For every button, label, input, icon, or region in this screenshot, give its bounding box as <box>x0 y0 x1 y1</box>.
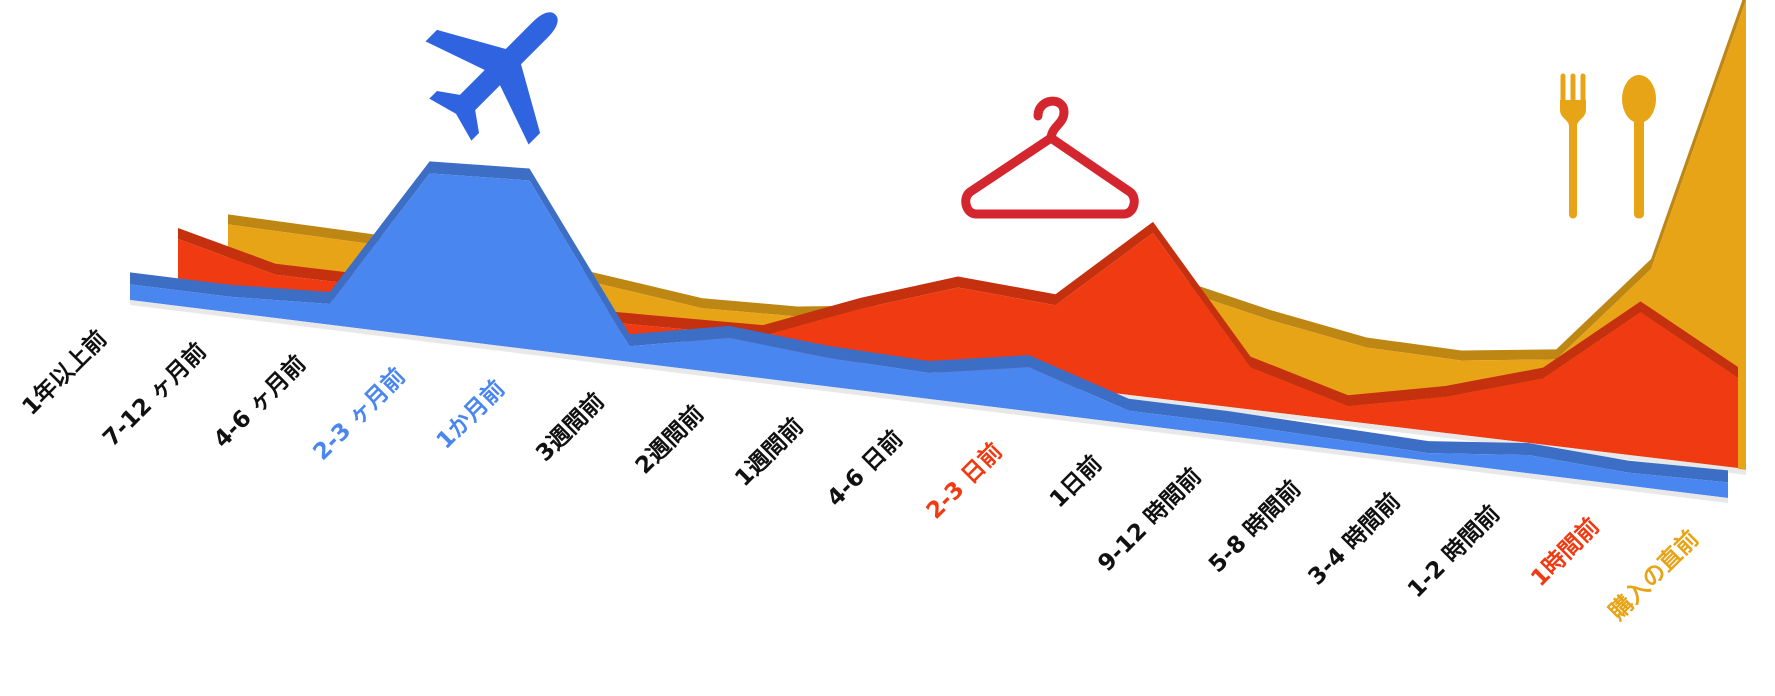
airplane-icon <box>425 12 558 145</box>
x-tick-label: 1週間前 <box>730 413 809 492</box>
x-tick-label: 9-12 時間前 <box>1092 463 1206 577</box>
x-tick-label: 2-3 ヶ月前 <box>308 363 411 466</box>
series-3-top-edge <box>130 161 1728 483</box>
x-tick-label: 1年以上前 <box>17 325 112 420</box>
x-tick-label: 1時間前 <box>1526 513 1605 592</box>
x-tick-label: 1-2 時間前 <box>1402 500 1505 603</box>
x-tick-label: 4-6 日前 <box>822 425 909 512</box>
x-tick-label: 1か月前 <box>431 375 510 454</box>
series-1-area <box>228 0 1746 470</box>
x-tick-label: 7-12 ヶ月前 <box>97 338 211 452</box>
x-tick-label: 3週間前 <box>531 388 610 467</box>
x-tick-label: 2週間前 <box>630 400 709 479</box>
series-3-floor <box>130 300 1728 503</box>
x-tick-label: 購入の直前 <box>1604 525 1704 625</box>
series-3-area <box>130 173 1728 498</box>
clothes-hanger-icon <box>961 96 1139 219</box>
series-2-area <box>178 232 1738 468</box>
x-tick-label: 4-6 ヶ月前 <box>208 350 311 453</box>
series-3 <box>130 161 1728 503</box>
chart-series-layer <box>130 0 1746 503</box>
x-tick-label: 1日前 <box>1044 450 1107 513</box>
utensils-icon <box>1560 73 1656 219</box>
x-tick-label: 2-3 日前 <box>921 438 1008 525</box>
x-tick-label: 3-4 時間前 <box>1303 488 1406 591</box>
x-tick-label: 5-8 時間前 <box>1203 475 1306 578</box>
